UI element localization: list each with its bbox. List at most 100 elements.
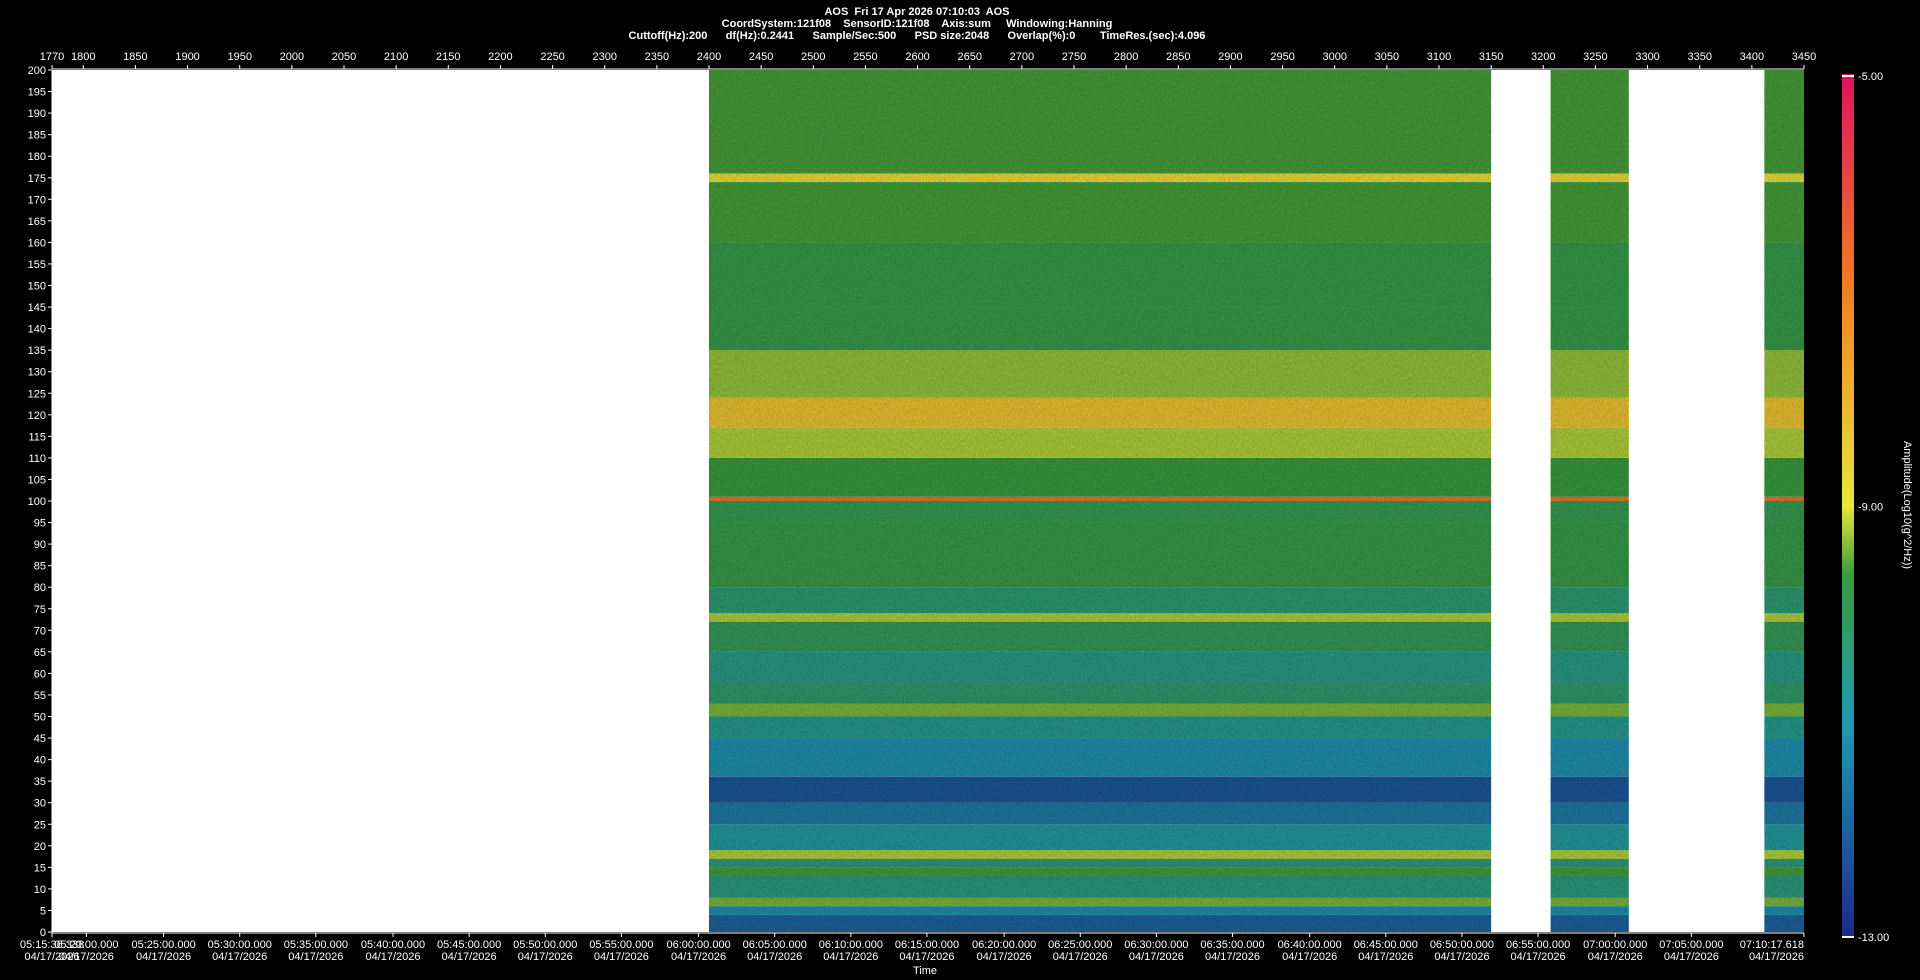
top-tick-label: 2850 (1166, 51, 1190, 63)
date-tick-label: 04/17/2026 (747, 951, 802, 963)
time-tick-label: 06:50:00.000 (1430, 939, 1494, 951)
top-tick-label: 2800 (1114, 51, 1138, 63)
y-tick-label: 15 (34, 862, 46, 874)
y-tick-label: 80 (34, 582, 46, 594)
top-tick-label: 2200 (488, 51, 512, 63)
time-tick-label: 05:40:00.000 (361, 939, 425, 951)
top-tick-label: 3200 (1531, 51, 1555, 63)
time-tick-label: 05:55:00.000 (589, 939, 653, 951)
y-tick-label: 115 (28, 431, 46, 443)
y-tick-label: 50 (34, 712, 46, 724)
top-tick-label: 2250 (540, 51, 564, 63)
date-tick-label: 04/17/2026 (899, 951, 954, 963)
time-tick-label: 05:50:00.000 (513, 939, 577, 951)
y-tick-label: 75 (34, 604, 46, 616)
top-tick-label: 1850 (123, 51, 147, 63)
y-tick-label: 140 (28, 324, 46, 336)
chart-params-line-2: Cuttoff(Hz):200 df(Hz):0.2441 Sample/Sec… (628, 30, 1206, 42)
y-tick-label: 105 (28, 474, 46, 486)
top-tick-label: 2400 (697, 51, 721, 63)
top-tick-label: 2550 (853, 51, 877, 63)
y-tick-label: 145 (28, 302, 46, 314)
y-tick-label: 190 (28, 108, 46, 120)
top-tick-label: 3100 (1427, 51, 1451, 63)
top-tick-label: 2350 (645, 51, 669, 63)
date-tick-label: 04/17/2026 (1358, 951, 1413, 963)
top-tick-label: 3050 (1375, 51, 1399, 63)
y-tick-label: 40 (34, 755, 46, 767)
time-tick-label: 05:30:00.000 (208, 939, 272, 951)
y-tick-label: 30 (34, 798, 46, 810)
y-tick-label: 20 (34, 841, 46, 853)
y-tick-label: 150 (28, 281, 46, 293)
top-tick-label: 2900 (1218, 51, 1242, 63)
top-axis: 1770 1800 1850 1900 1950 2000 2050 2100 2150 2200… (40, 51, 1816, 70)
time-tick-label: 05:45:00.000 (437, 939, 501, 951)
top-tick-label: 3350 (1687, 51, 1711, 63)
y-tick-label: 25 (34, 819, 46, 831)
y-tick-label: 165 (28, 216, 46, 228)
y-tick-label: 175 (28, 173, 46, 185)
date-tick-label: 04/17/2026 (136, 951, 191, 963)
time-tick-label: 06:00:00.000 (666, 939, 730, 951)
y-tick-label: 85 (34, 561, 46, 573)
date-tick-label: 04/17/2026 (1205, 951, 1260, 963)
chart-params-line-1: CoordSystem:121f08 SensorID:121f08 Axis:… (721, 18, 1113, 30)
data-segment (1764, 70, 1804, 932)
date-tick-label: 04/17/2026 (1129, 951, 1184, 963)
top-tick-label: 3150 (1479, 51, 1503, 63)
top-tick-label: 2100 (384, 51, 408, 63)
date-tick-label: 04/17/2026 (1434, 951, 1489, 963)
top-tick-label: 2300 (592, 51, 616, 63)
y-tick-label: 35 (34, 776, 46, 788)
colorbar-tick-label: -9.00 (1858, 502, 1883, 514)
y-tick-label: 160 (28, 237, 46, 249)
top-tick-label: 2950 (1270, 51, 1294, 63)
y-tick-label: 100 (28, 496, 46, 508)
y-tick-label: 60 (34, 668, 46, 680)
date-tick-label: 04/17/2026 (1664, 951, 1719, 963)
top-tick-label: 2650 (957, 51, 981, 63)
y-tick-label: 70 (34, 625, 46, 637)
y-tick-label: 195 (28, 87, 46, 99)
date-tick-label: 04/17/2026 (518, 951, 573, 963)
colorbar-tick-label: -13.00 (1858, 932, 1889, 944)
time-tick-label: 06:55:00.000 (1506, 939, 1570, 951)
date-tick-label: 04/17/2026 (1511, 951, 1566, 963)
chart-header: AOS Fri 17 Apr 2026 07:10:03 AOS CoordSy… (0, 0, 1834, 46)
top-tick-label: 2700 (1010, 51, 1034, 63)
y-tick-label: 130 (28, 367, 46, 379)
chart-title: AOS Fri 17 Apr 2026 07:10:03 AOS (824, 6, 1010, 18)
noise-texture (1764, 70, 1804, 932)
colorbar-gradient (1842, 74, 1854, 938)
date-tick-label: 04/17/2026 (1282, 951, 1337, 963)
y-tick-label: 125 (28, 388, 46, 400)
date-tick-label: 04/17/2026 (59, 951, 114, 963)
time-tick-label: 06:20:00.000 (972, 939, 1036, 951)
time-tick-label: 06:30:00.000 (1124, 939, 1188, 951)
top-tick-label: 2600 (905, 51, 929, 63)
top-tick-label: 3000 (1322, 51, 1346, 63)
noise-texture (1550, 70, 1629, 932)
date-tick-label: 04/17/2026 (1588, 951, 1643, 963)
y-tick-label: 5 (40, 905, 46, 917)
time-tick-label: 06:35:00.000 (1200, 939, 1264, 951)
time-tick-label: 05:25:00.000 (131, 939, 195, 951)
date-tick-label: 04/17/2026 (1053, 951, 1108, 963)
date-tick-label: 04/17/2026 (823, 951, 878, 963)
top-tick-label: 3400 (1740, 51, 1764, 63)
top-tick-label: 2050 (332, 51, 356, 63)
time-tick-label: 06:15:00.000 (895, 939, 959, 951)
top-tick-label: 1950 (227, 51, 251, 63)
y-tick-label: 0 (40, 927, 46, 939)
y-tick-label: 65 (34, 647, 46, 659)
top-tick-label: 2450 (749, 51, 773, 63)
colorbar-label: Amplitude(Log10(g^2/Hz)) (1901, 441, 1913, 569)
colorbar (1842, 74, 1854, 938)
x-axis-label: Time (913, 965, 937, 977)
top-tick-label: 3450 (1792, 51, 1816, 63)
date-tick-label: 04/17/2026 (212, 951, 267, 963)
data-segment (1550, 70, 1629, 932)
top-tick-label: 1770 (40, 51, 64, 63)
